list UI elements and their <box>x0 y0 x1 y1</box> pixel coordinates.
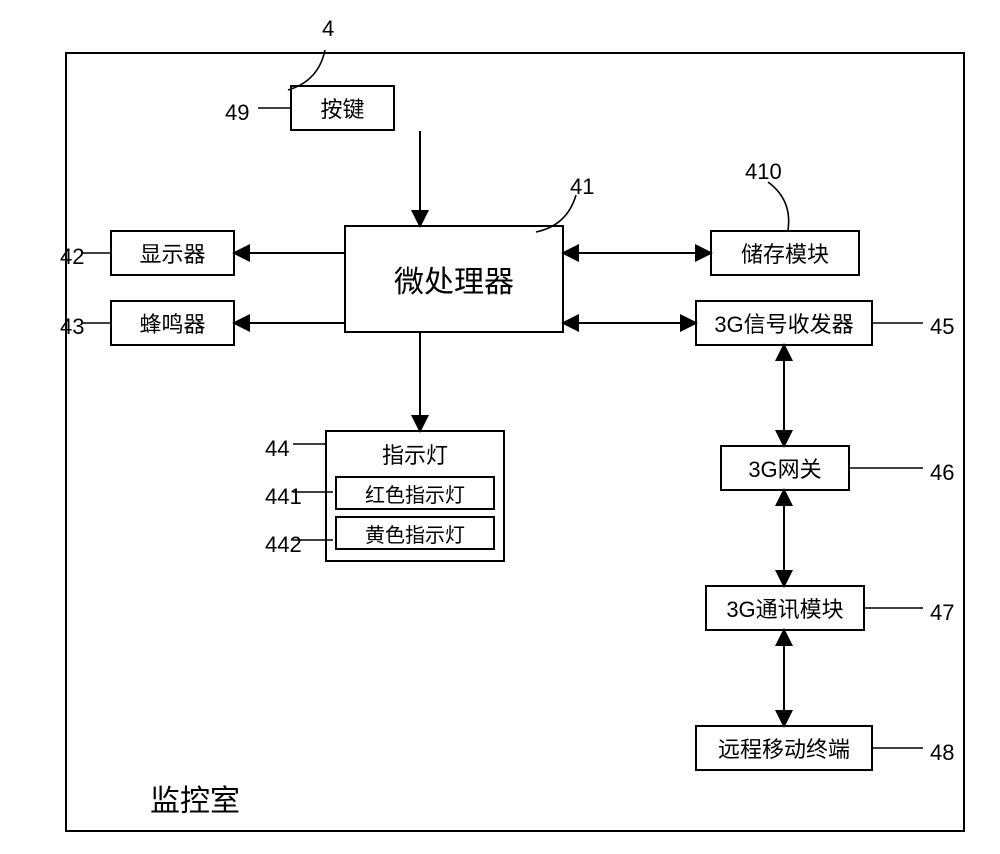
node-led: 指示灯红色指示灯黄色指示灯 <box>325 430 505 562</box>
container-title: 监控室 <box>150 776 240 820</box>
refnum-disp: 42 <box>60 244 84 270</box>
refnum-term: 48 <box>930 740 954 766</box>
node-disp: 显示器 <box>110 230 235 276</box>
node-term: 远程移动终端 <box>695 725 873 771</box>
refnum-cpu: 41 <box>570 174 594 200</box>
container-ref-num: 4 <box>322 16 334 42</box>
node-comm: 3G通讯模块 <box>705 585 865 631</box>
refnum-btn: 49 <box>225 100 249 126</box>
refnum-txrx: 45 <box>930 314 954 340</box>
refnum-led-sub-1: 442 <box>265 532 302 558</box>
node-stor: 储存模块 <box>710 230 860 276</box>
refnum-led-sub-0: 441 <box>265 484 302 510</box>
node-gw: 3G网关 <box>720 445 850 491</box>
node-led-sub-1: 黄色指示灯 <box>335 516 495 550</box>
refnum-buzz: 43 <box>60 314 84 340</box>
refnum-comm: 47 <box>930 600 954 626</box>
node-cpu: 微处理器 <box>344 225 564 333</box>
refnum-gw: 46 <box>930 460 954 486</box>
node-txrx: 3G信号收发器 <box>695 300 873 346</box>
node-buzz: 蜂鸣器 <box>110 300 235 346</box>
refnum-stor: 410 <box>745 159 782 185</box>
node-led-sub-0: 红色指示灯 <box>335 476 495 510</box>
diagram-stage: 监控室 4 按键 49 微处理器41 显示器 42 蜂鸣器 43 储存模块 410 3G信号收发器… <box>0 0 1000 854</box>
refnum-led: 44 <box>265 436 289 462</box>
container-monitoring-room <box>65 52 965 832</box>
node-led-title: 指示灯 <box>382 438 448 470</box>
node-btn: 按键 <box>290 85 395 131</box>
